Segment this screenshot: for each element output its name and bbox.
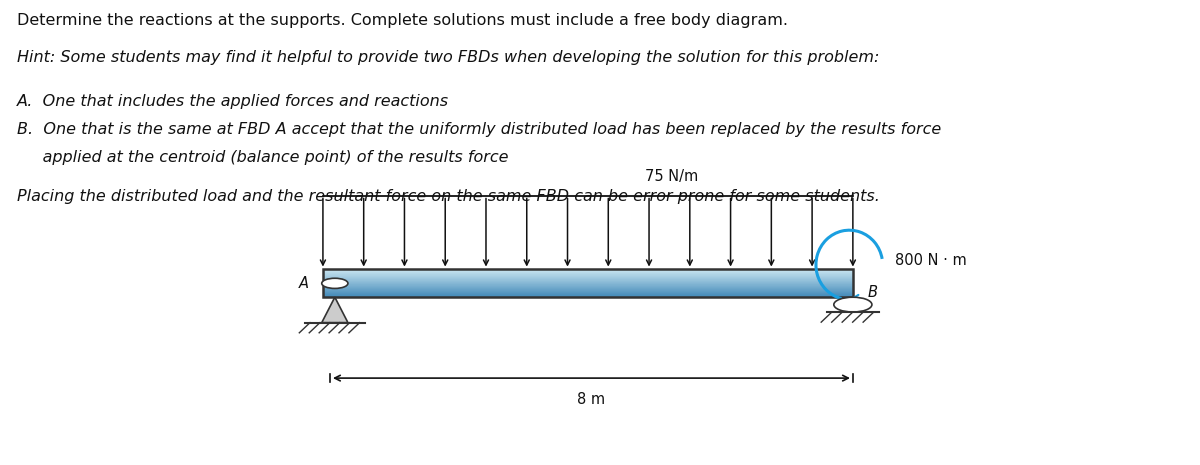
Bar	[323, 270, 853, 271]
Bar	[323, 287, 853, 288]
Text: 8 m: 8 m	[577, 392, 606, 407]
Bar	[323, 271, 853, 272]
Bar	[323, 290, 853, 291]
Polygon shape	[322, 297, 348, 323]
Bar	[323, 295, 853, 296]
Text: A.  One that includes the applied forces and reactions: A. One that includes the applied forces …	[17, 94, 449, 109]
Bar	[323, 274, 853, 275]
Text: Hint: Some students may find it helpful to provide two FBDs when developing the : Hint: Some students may find it helpful …	[17, 50, 880, 65]
Bar	[323, 276, 853, 277]
Circle shape	[834, 297, 872, 312]
Bar	[323, 279, 853, 280]
Bar	[323, 294, 853, 295]
Text: B.  One that is the same at FBD A accept that the uniformly distributed load has: B. One that is the same at FBD A accept …	[17, 121, 941, 137]
Circle shape	[322, 278, 348, 288]
Bar	[323, 292, 853, 293]
Bar	[323, 296, 853, 297]
Bar	[323, 273, 853, 274]
Text: 75 N/m: 75 N/m	[644, 169, 698, 184]
Text: applied at the centroid (balance point) of the results force: applied at the centroid (balance point) …	[17, 150, 509, 165]
Bar	[323, 280, 853, 281]
Bar	[323, 291, 853, 292]
Bar	[323, 275, 853, 276]
Bar	[323, 282, 853, 283]
Bar	[323, 286, 853, 287]
Bar	[323, 284, 853, 285]
Text: 800 N · m: 800 N · m	[894, 253, 966, 268]
Bar	[323, 283, 853, 284]
Bar	[323, 288, 853, 289]
Bar	[323, 272, 853, 273]
Bar	[323, 285, 853, 286]
Bar	[323, 277, 853, 278]
Text: Determine the reactions at the supports. Complete solutions must include a free : Determine the reactions at the supports.…	[17, 13, 788, 28]
Text: A: A	[299, 276, 308, 291]
Text: B: B	[868, 285, 877, 300]
Bar	[323, 293, 853, 294]
Bar	[323, 281, 853, 282]
Text: Placing the distributed load and the resultant force on the same FBD can be erro: Placing the distributed load and the res…	[17, 189, 880, 204]
Bar	[323, 289, 853, 290]
Bar	[323, 270, 853, 297]
Bar	[323, 278, 853, 279]
